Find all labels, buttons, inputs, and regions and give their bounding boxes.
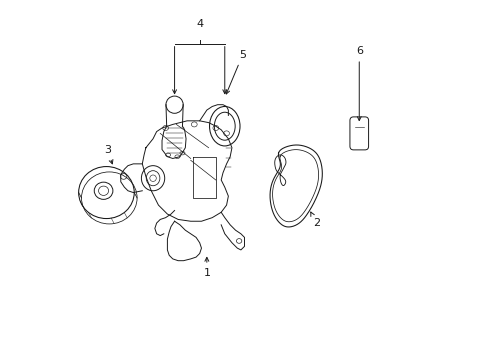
Text: 4: 4 bbox=[196, 19, 203, 30]
Text: 1: 1 bbox=[203, 257, 210, 278]
Text: 5: 5 bbox=[225, 50, 245, 94]
Text: 3: 3 bbox=[104, 145, 113, 164]
Text: 6: 6 bbox=[355, 46, 362, 121]
Text: 2: 2 bbox=[310, 212, 319, 228]
